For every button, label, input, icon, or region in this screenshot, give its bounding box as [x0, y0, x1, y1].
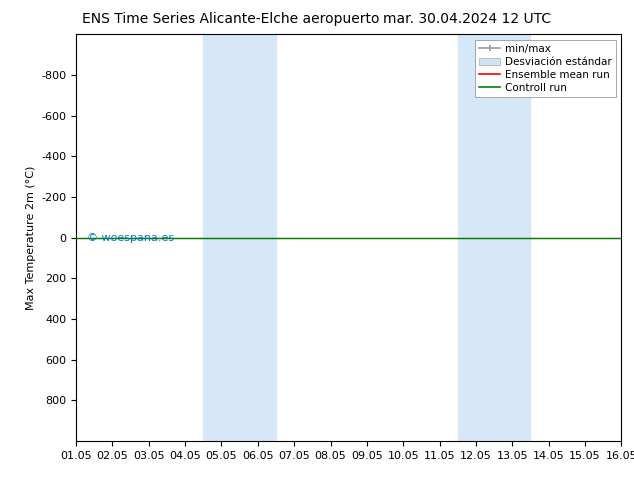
Text: © woespana.es: © woespana.es	[87, 233, 174, 243]
Bar	[204, 34, 276, 441]
Text: ENS Time Series Alicante-Elche aeropuerto: ENS Time Series Alicante-Elche aeropuert…	[82, 12, 380, 26]
Text: mar. 30.04.2024 12 UTC: mar. 30.04.2024 12 UTC	[384, 12, 552, 26]
Y-axis label: Max Temperature 2m (°C): Max Temperature 2m (°C)	[26, 166, 36, 310]
Bar	[458, 34, 531, 441]
Legend: min/max, Desviación estándar, Ensemble mean run, Controll run: min/max, Desviación estándar, Ensemble m…	[475, 40, 616, 97]
